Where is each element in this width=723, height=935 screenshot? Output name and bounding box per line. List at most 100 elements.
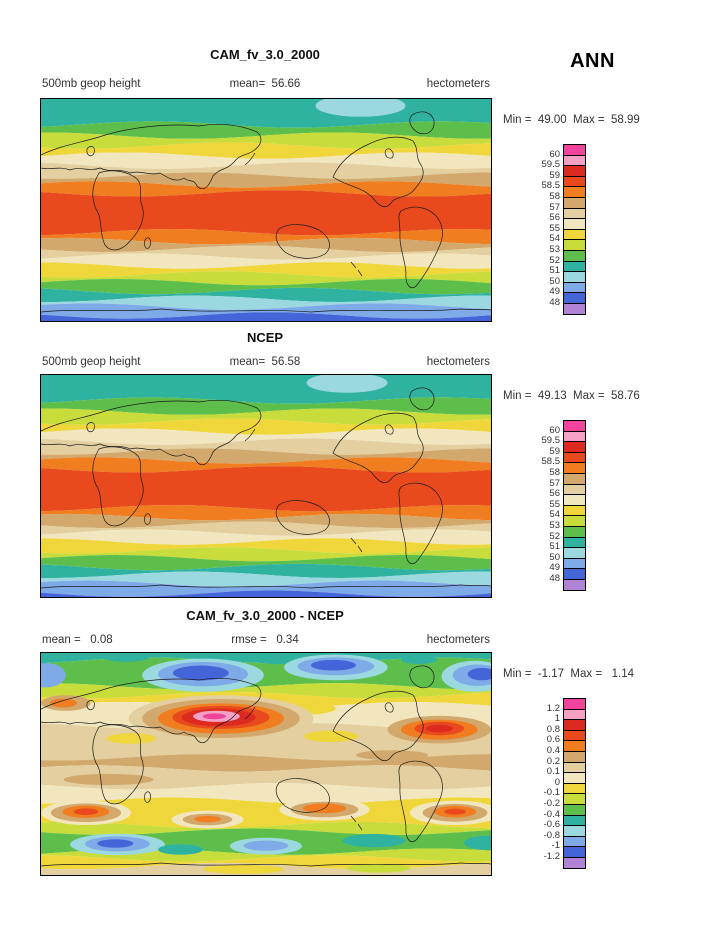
coastline-path: [86, 422, 95, 433]
contour-band: [41, 237, 491, 252]
contour-blob: [203, 865, 284, 874]
legend-label: 58: [549, 191, 560, 202]
coastline-path: [244, 428, 256, 442]
contour-band: [41, 580, 491, 597]
contour-band: [41, 397, 491, 415]
coastline-path: [144, 791, 151, 803]
legend-label: 58.5: [541, 456, 561, 468]
coastline-path: [86, 146, 95, 157]
contour-band: [41, 418, 491, 435]
contour-band: [41, 271, 491, 286]
colorbar-boxes: [563, 144, 586, 315]
contour-band: [41, 765, 491, 790]
contour-band: [41, 821, 491, 835]
legend-box: [563, 302, 586, 315]
contour-band: [41, 590, 491, 597]
units-label: hectometers: [426, 356, 490, 368]
panel-stats-row: 500mb geop height mean= 56.58 hectometer…: [40, 356, 490, 370]
coastline-path: [398, 760, 443, 843]
contour-band: [41, 190, 491, 236]
legend-label: 50: [549, 551, 560, 563]
legend-box: [563, 578, 586, 591]
coastline-path: [92, 724, 144, 805]
contour-band: [41, 262, 491, 278]
contour-blob: [306, 375, 388, 393]
legend-label: 53: [549, 244, 560, 255]
contour-blob: [194, 816, 221, 823]
coastline-path: [409, 387, 435, 411]
legend-label: 50: [549, 275, 560, 287]
contour-band: [41, 172, 491, 188]
contour-blob: [50, 698, 77, 708]
legend-label: 54: [549, 233, 560, 245]
contour-band: [41, 505, 491, 521]
minmax-label: Min = -1.17 Max = 1.14: [503, 668, 635, 680]
coastline-path: [409, 665, 435, 689]
colorbar-legend: 60 59.5 59 58.5 58 57 56 55 54 53 52 51 50 49 48: [527, 420, 586, 596]
contour-band: [41, 152, 491, 169]
legend-label: 51: [549, 265, 560, 277]
legend-label: 54: [549, 509, 560, 521]
panel-title: CAM_fv_3.0_2000: [210, 47, 320, 62]
legend-label: -0.1: [543, 787, 560, 799]
contour-band: [41, 521, 491, 536]
legend-label: 52: [549, 254, 560, 266]
coastline-path: [41, 308, 491, 313]
contour-blob: [172, 665, 229, 681]
coastline-path: [332, 412, 424, 484]
contour-band: [41, 547, 491, 562]
contour-band: [41, 408, 491, 425]
contour-band: [41, 303, 491, 319]
contour-band: [41, 428, 491, 445]
legend-label: 60: [549, 148, 560, 160]
coastline-path: [275, 500, 330, 535]
legend-label: 55: [549, 498, 560, 510]
legend-label: -1: [551, 840, 560, 852]
coastline-path: [41, 862, 491, 867]
coastline-path: [41, 124, 262, 190]
contour-band: [41, 162, 491, 179]
contour-blob: [104, 653, 149, 662]
coastline-path: [41, 400, 262, 466]
panel-stats-row: 500mb geop height mean= 56.66 hectometer…: [40, 78, 490, 92]
panel-stats-row: mean = 0.08 rmse = 0.34 hectometers: [40, 634, 490, 648]
legend-label: 49: [549, 562, 560, 574]
legend-label: 59.5: [541, 435, 561, 447]
colorbar-boxes: [563, 698, 586, 869]
contour-blob: [401, 655, 437, 665]
coastline-path: [41, 678, 262, 744]
legend-label: 48: [549, 573, 560, 584]
contour-blob: [444, 808, 466, 815]
legend-label: 0.8: [546, 723, 560, 735]
contour-band: [41, 555, 491, 571]
contour-map-difference: [40, 652, 492, 876]
legend-label: 48: [549, 297, 560, 308]
contour-band: [41, 754, 491, 772]
legend-label: 0: [554, 776, 560, 788]
variable-label: 500mb geop height: [42, 356, 141, 368]
coastline-path: [332, 136, 424, 208]
legend-label: 53: [549, 520, 560, 531]
legend-label: 57: [549, 477, 560, 489]
coastline-path: [384, 424, 394, 435]
legend-label: 56: [549, 488, 560, 500]
contour-blob: [158, 844, 203, 855]
coastline-path: [350, 815, 363, 831]
legend-label: 56: [549, 212, 560, 224]
contour-blob: [202, 713, 226, 720]
contour-blob: [425, 724, 453, 733]
legend-label: 0.1: [546, 766, 560, 778]
mean-stat: mean= 56.66: [229, 78, 301, 90]
legend-label: 60: [549, 424, 560, 436]
colorbar-legend: 1.2 1 0.8 0.6 0.4 0.2 0.1 0 -0.1 -0.2 -0.4 -0.6 -0.8…: [527, 698, 586, 874]
contour-band: [41, 683, 491, 699]
contour-blob: [315, 99, 406, 117]
legend-label: -0.8: [543, 829, 560, 841]
legend-label: 49: [549, 286, 560, 298]
mean-stat: mean = 0.08: [42, 634, 113, 646]
contour-blob: [41, 663, 66, 688]
coastline-path: [92, 446, 144, 527]
contour-band: [41, 312, 491, 321]
contour-band: [41, 466, 491, 512]
